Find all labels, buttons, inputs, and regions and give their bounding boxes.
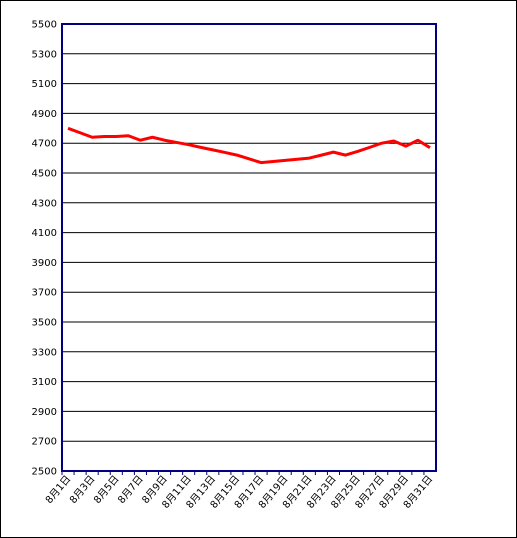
- y-tick-label: 3700: [32, 288, 57, 299]
- data-line: [67, 126, 431, 165]
- y-tick-label: 4100: [32, 228, 57, 239]
- y-tick-label: 3500: [32, 318, 57, 329]
- y-tick-label: 2700: [32, 437, 57, 448]
- y-tick-label: 5100: [32, 79, 57, 90]
- y-tick-label: 3300: [32, 347, 57, 358]
- y-tick-label: 5300: [32, 49, 57, 60]
- y-tick-label: 5500: [32, 20, 57, 31]
- y-tick-label: 2500: [32, 467, 57, 478]
- y-tick-label: 3900: [32, 258, 57, 269]
- y-tick-label: 4900: [32, 109, 57, 120]
- y-tick-label: 4500: [32, 169, 57, 180]
- y-tick-label: 4300: [32, 198, 57, 209]
- y-tick-label: 4700: [32, 139, 57, 150]
- plot-border: [61, 23, 437, 472]
- y-tick-label: 2900: [32, 407, 57, 418]
- y-tick-label: 3100: [32, 377, 57, 388]
